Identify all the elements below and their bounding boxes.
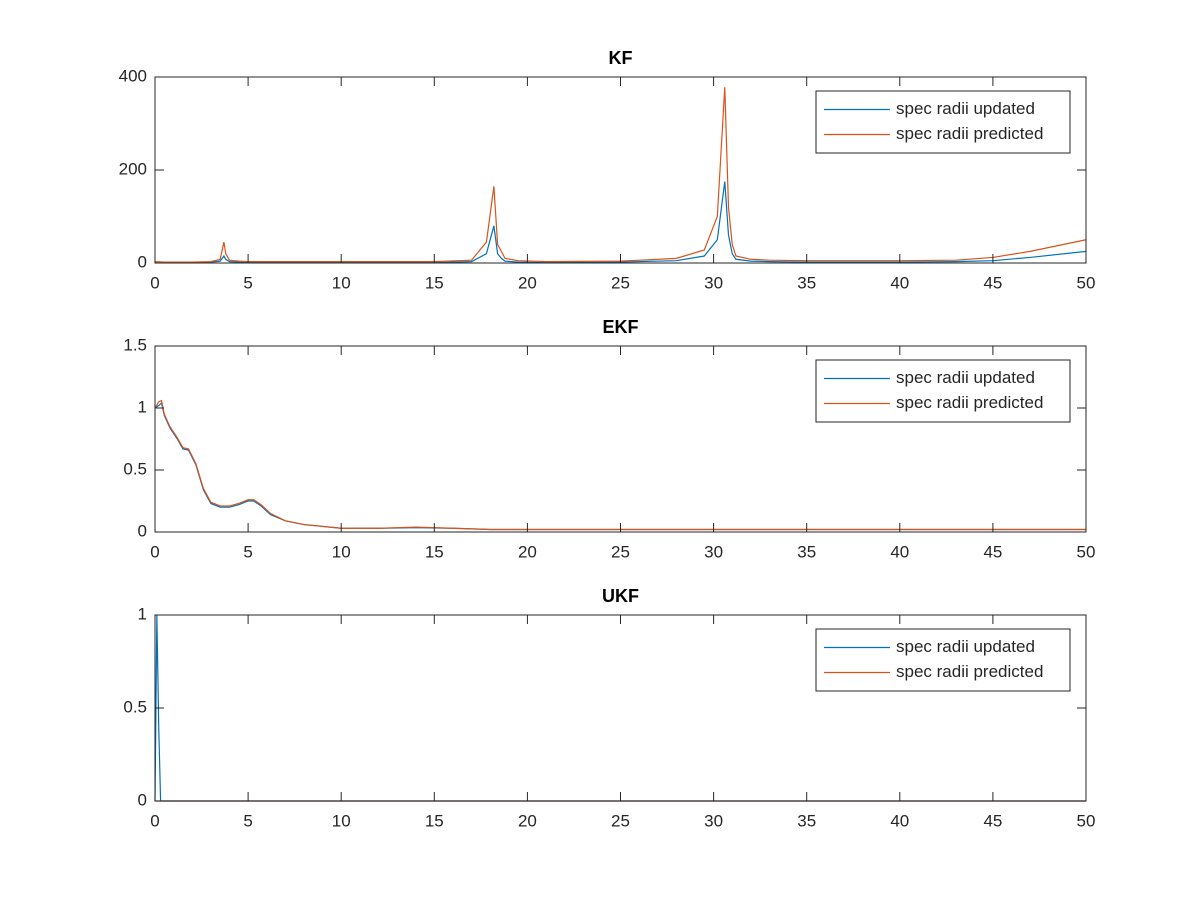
x-tick-label: 30 — [704, 811, 723, 830]
legend-label: spec radii predicted — [896, 662, 1043, 681]
legend-box — [815, 90, 1071, 154]
x-tick-label: 20 — [518, 542, 537, 561]
x-tick-label: 30 — [704, 542, 723, 561]
x-tick-label: 40 — [890, 542, 909, 561]
chart-title: EKF — [603, 317, 639, 337]
x-tick-label: 10 — [332, 811, 351, 830]
y-tick-label: 0 — [138, 790, 147, 809]
legend: spec radii updated spec radii predicted — [815, 359, 1071, 423]
legend-label: spec radii updated — [896, 637, 1035, 656]
x-tick-label: 40 — [890, 811, 909, 830]
x-tick-label: 25 — [611, 542, 630, 561]
x-tick-label: 25 — [611, 811, 630, 830]
legend-label: spec radii predicted — [896, 124, 1043, 143]
y-tick-label: 200 — [119, 159, 147, 178]
data-line — [154, 181, 1087, 264]
x-tick-label: 40 — [890, 273, 909, 292]
x-tick-label: 35 — [797, 542, 816, 561]
y-tick-label: 1 — [138, 604, 147, 623]
x-tick-label: 15 — [425, 811, 444, 830]
x-tick-label: 20 — [518, 273, 537, 292]
x-tick-label: 0 — [150, 811, 159, 830]
legend: spec radii updated spec radii predicted — [815, 628, 1071, 692]
y-tick-label: 0.5 — [123, 697, 147, 716]
x-tick-label: 50 — [1077, 273, 1096, 292]
x-tick-label: 30 — [704, 273, 723, 292]
x-tick-label: 10 — [332, 273, 351, 292]
x-tick-label: 5 — [243, 811, 252, 830]
x-tick-label: 45 — [983, 811, 1002, 830]
x-tick-label: 5 — [243, 542, 252, 561]
x-tick-label: 50 — [1077, 542, 1096, 561]
chart-title: UKF — [602, 586, 639, 606]
x-tick-label: 45 — [983, 542, 1002, 561]
x-tick-label: 0 — [150, 273, 159, 292]
x-tick-label: 0 — [150, 542, 159, 561]
legend-box — [815, 359, 1071, 423]
y-tick-label: 0.5 — [123, 459, 147, 478]
legend-label: spec radii updated — [896, 368, 1035, 387]
y-tick-label: 0 — [138, 252, 147, 271]
x-tick-label: 5 — [243, 273, 252, 292]
x-tick-label: 15 — [425, 273, 444, 292]
chart-title: KF — [609, 48, 633, 68]
x-tick-label: 50 — [1077, 811, 1096, 830]
x-tick-label: 20 — [518, 811, 537, 830]
x-tick-label: 25 — [611, 273, 630, 292]
y-tick-label: 1.5 — [123, 335, 147, 354]
x-tick-label: 15 — [425, 542, 444, 561]
y-tick-label: 400 — [119, 66, 147, 85]
data-line — [154, 87, 1087, 263]
legend: spec radii updated spec radii predicted — [815, 90, 1071, 154]
y-tick-label: 0 — [138, 521, 147, 540]
x-tick-label: 45 — [983, 273, 1002, 292]
x-tick-label: 35 — [797, 273, 816, 292]
legend-label: spec radii updated — [896, 99, 1035, 118]
x-tick-label: 10 — [332, 542, 351, 561]
legend-label: spec radii predicted — [896, 393, 1043, 412]
legend-box — [815, 628, 1071, 692]
x-tick-label: 35 — [797, 811, 816, 830]
y-tick-label: 1 — [138, 397, 147, 416]
